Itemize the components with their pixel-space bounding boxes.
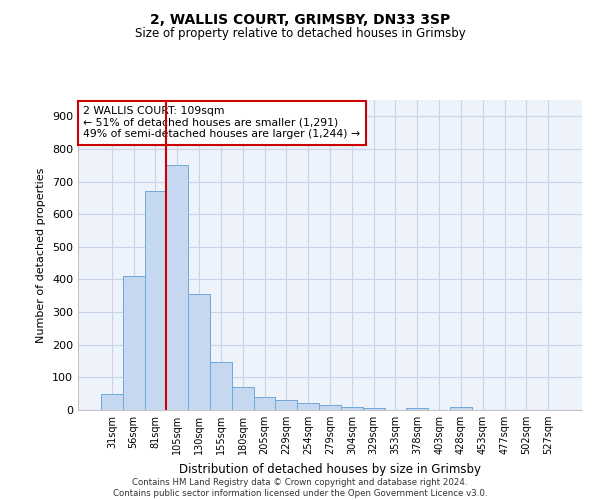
Bar [319,405,341,410]
Bar [166,166,188,410]
X-axis label: Distribution of detached houses by size in Grimsby: Distribution of detached houses by size … [179,462,481,475]
Bar [341,406,363,410]
Bar [450,407,472,410]
Bar [145,192,166,410]
Bar [210,362,232,410]
Text: 2 WALLIS COURT: 109sqm
← 51% of detached houses are smaller (1,291)
49% of semi-: 2 WALLIS COURT: 109sqm ← 51% of detached… [83,106,360,140]
Bar [363,408,385,410]
Text: Contains HM Land Registry data © Crown copyright and database right 2024.
Contai: Contains HM Land Registry data © Crown c… [113,478,487,498]
Text: Size of property relative to detached houses in Grimsby: Size of property relative to detached ho… [134,28,466,40]
Bar [297,403,319,410]
Bar [406,408,428,410]
Bar [232,387,254,410]
Text: 2, WALLIS COURT, GRIMSBY, DN33 3SP: 2, WALLIS COURT, GRIMSBY, DN33 3SP [150,12,450,26]
Bar [188,294,210,410]
Bar [123,276,145,410]
Bar [101,394,123,410]
Bar [254,397,275,410]
Bar [275,400,297,410]
Y-axis label: Number of detached properties: Number of detached properties [37,168,46,342]
